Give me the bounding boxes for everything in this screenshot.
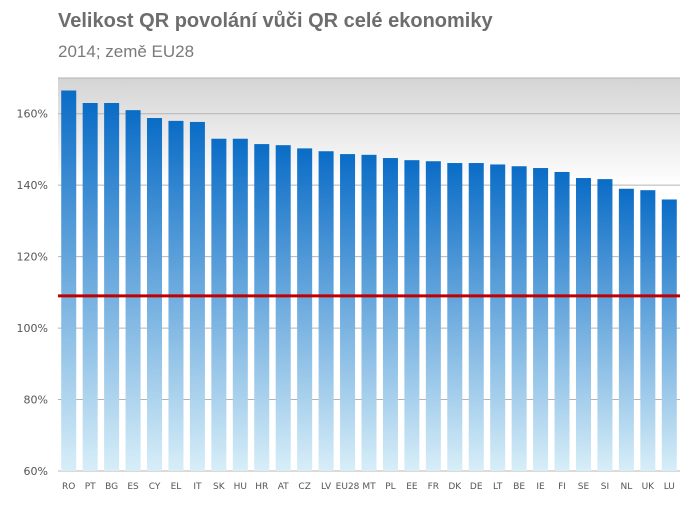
- bar-mt: [361, 154, 377, 471]
- x-tick-label: RO: [62, 482, 75, 492]
- bar-sk: [211, 138, 227, 471]
- x-tick-label: BE: [513, 482, 525, 492]
- chart-subtitle: 2014; země EU28: [58, 42, 195, 61]
- y-tick-label: 160%: [17, 108, 48, 121]
- bar-lv: [318, 151, 334, 471]
- x-tick-label: SE: [578, 482, 590, 492]
- x-tick-label: EU28: [336, 482, 360, 492]
- bars: [61, 90, 677, 472]
- bar-hr: [254, 144, 270, 471]
- bar-fr: [425, 161, 441, 471]
- bar-cz: [297, 148, 313, 471]
- x-tick-label: FR: [428, 482, 439, 492]
- x-tick-label: AT: [278, 482, 289, 492]
- x-tick-label: LV: [321, 482, 332, 492]
- bar-si: [597, 179, 613, 471]
- y-tick-label: 100%: [17, 322, 48, 335]
- y-axis: 60% 80% 100% 120% 140% 160%: [17, 108, 48, 478]
- y-tick-label: 120%: [17, 251, 48, 264]
- x-tick-label: IT: [193, 482, 202, 492]
- chart-title: Velikost QR povolání vůči QR celé ekonom…: [58, 10, 493, 32]
- x-tick-label: DE: [470, 482, 483, 492]
- x-tick-label: ES: [127, 482, 139, 492]
- bar-ro: [61, 90, 77, 471]
- x-tick-label: PL: [385, 482, 395, 492]
- x-tick-label: FI: [558, 482, 566, 492]
- x-tick-label: UK: [642, 482, 656, 492]
- bar-se: [575, 178, 591, 471]
- x-tick-label: PT: [85, 482, 96, 492]
- bar-uk: [640, 190, 656, 471]
- x-axis: RO PT BG ES CY EL IT SK HU HR AT CZ LV EU28 MT PL EE FR DK…: [62, 482, 675, 492]
- bar-pl: [382, 158, 398, 471]
- bar-bg: [104, 103, 120, 471]
- x-tick-label: SK: [213, 482, 226, 492]
- y-tick-label: 60%: [24, 465, 48, 478]
- bar-lu: [661, 199, 677, 472]
- x-tick-label: DK: [448, 482, 462, 492]
- x-tick-label: HU: [234, 482, 247, 492]
- bar-pt: [82, 103, 98, 471]
- bar-es: [125, 110, 141, 472]
- bar-dk: [447, 163, 463, 471]
- x-tick-label: IE: [536, 482, 545, 492]
- x-tick-label: EE: [406, 482, 418, 492]
- bar-nl: [618, 188, 634, 471]
- x-tick-label: EL: [171, 482, 182, 492]
- y-tick-label: 80%: [24, 394, 48, 407]
- bar-lt: [490, 164, 506, 471]
- bar-at: [275, 145, 291, 471]
- bar-hu: [232, 138, 248, 471]
- x-tick-label: HR: [255, 482, 268, 492]
- x-tick-label: CZ: [298, 482, 310, 492]
- x-tick-label: LT: [493, 482, 503, 492]
- bar-ee: [404, 160, 420, 471]
- bar-fi: [554, 171, 570, 472]
- bar-be: [511, 166, 527, 471]
- bar-eu28: [340, 154, 356, 471]
- y-tick-label: 140%: [17, 179, 48, 192]
- x-tick-label: CY: [149, 482, 161, 492]
- x-tick-label: SI: [601, 482, 609, 492]
- x-tick-label: BG: [105, 482, 118, 492]
- bar-ie: [533, 168, 549, 472]
- x-tick-label: NL: [621, 482, 633, 492]
- x-tick-label: MT: [362, 482, 376, 492]
- bar-de: [468, 163, 484, 471]
- x-tick-label: LU: [664, 482, 675, 492]
